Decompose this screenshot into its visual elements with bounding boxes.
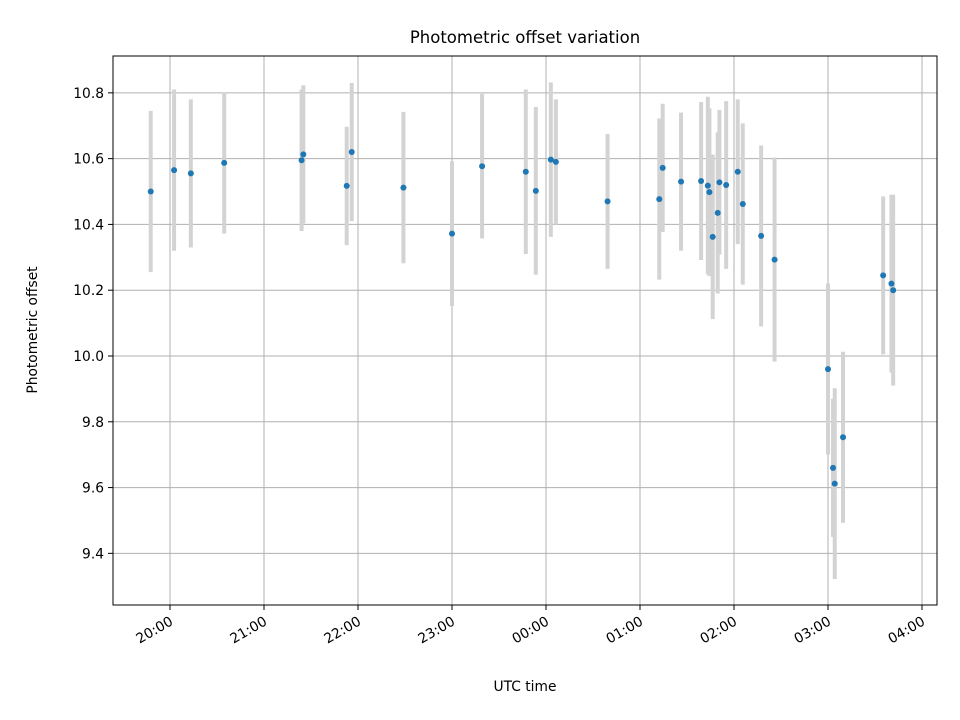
- data-point: [698, 177, 705, 184]
- x-axis-label: UTC time: [494, 679, 557, 695]
- y-tick-label: 10.4: [73, 217, 104, 233]
- data-point: [831, 480, 838, 487]
- y-tick-label: 9.8: [82, 415, 104, 431]
- data-point: [449, 230, 455, 237]
- data-point: [709, 233, 716, 240]
- x-tick-label: 01:00: [604, 614, 646, 648]
- data-point: [825, 366, 831, 373]
- data-point: [706, 189, 713, 196]
- data-points: [147, 149, 897, 487]
- data-point: [888, 280, 895, 287]
- data-point: [734, 168, 741, 175]
- data-point: [547, 156, 554, 163]
- data-point: [714, 209, 721, 216]
- data-point: [723, 181, 730, 188]
- x-tick-label: 00:00: [510, 614, 552, 648]
- data-point: [704, 182, 711, 189]
- data-point: [479, 163, 486, 170]
- y-tick-label: 10.6: [73, 152, 104, 168]
- data-point: [830, 464, 837, 471]
- data-point: [171, 167, 178, 174]
- y-axis-label: Photometric offset: [25, 266, 41, 394]
- data-point: [739, 201, 746, 208]
- data-point: [298, 157, 305, 164]
- data-point: [880, 272, 887, 279]
- x-axis-ticks: 20:00 21:00 22:00 23:00 00:00 01:00 02:00 03:00…: [134, 605, 928, 647]
- data-point: [552, 158, 559, 165]
- data-point: [522, 168, 529, 175]
- x-tick-label: 20:00: [134, 614, 176, 648]
- error-bars: [148, 82, 896, 580]
- data-point: [716, 179, 723, 186]
- data-point: [532, 187, 539, 194]
- data-point: [840, 434, 847, 441]
- x-tick-label: 23:00: [416, 614, 458, 648]
- x-tick-label: 03:00: [792, 614, 834, 648]
- data-point: [890, 287, 897, 294]
- data-point: [678, 178, 685, 185]
- x-tick-label: 02:00: [698, 614, 740, 648]
- chart-title: Photometric offset variation: [410, 28, 640, 47]
- y-tick-label: 10.0: [73, 349, 104, 365]
- x-tick-label: 21:00: [228, 614, 270, 648]
- data-point: [343, 182, 350, 189]
- plot-frame: [112, 55, 938, 606]
- data-point: [187, 170, 194, 177]
- data-point: [604, 198, 611, 205]
- x-tick-label: 04:00: [886, 614, 928, 648]
- y-tick-label: 9.6: [82, 481, 104, 497]
- data-point: [300, 151, 307, 158]
- y-tick-label: 10.8: [73, 86, 104, 102]
- data-point: [400, 184, 407, 191]
- data-point: [348, 149, 355, 156]
- data-point: [656, 196, 663, 203]
- x-tick-label: 22:00: [322, 614, 364, 648]
- data-point: [659, 164, 666, 171]
- y-axis-ticks: 9.4 9.6 9.8 10.0 10.2 10.4 10.6 10.8: [73, 86, 113, 562]
- y-tick-label: 10.2: [73, 283, 104, 299]
- data-point: [221, 159, 228, 166]
- y-tick-label: 9.4: [82, 546, 104, 562]
- data-point: [771, 256, 778, 263]
- data-point: [758, 232, 765, 239]
- data-point: [147, 188, 154, 195]
